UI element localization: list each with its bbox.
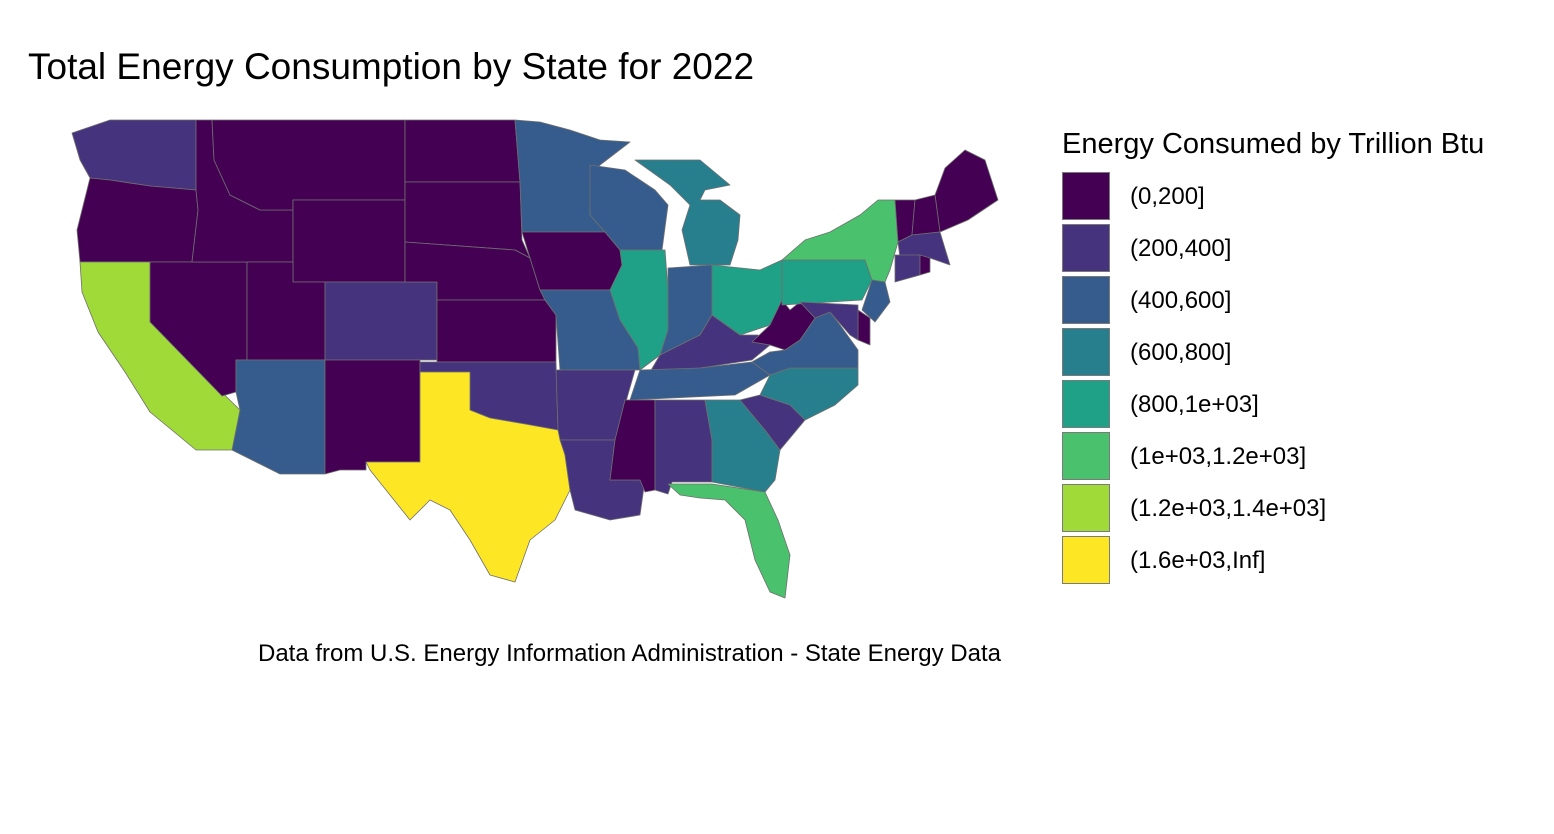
legend-item: (400,600] [1062, 276, 1552, 328]
state-NM[interactable] [324, 359, 421, 475]
state-ND[interactable] [404, 119, 521, 183]
legend-label: (1e+03,1.2e+03] [1130, 443, 1307, 470]
legend-label: (0,200] [1130, 183, 1205, 210]
legend-item: (1.2e+03,1.4e+03] [1062, 484, 1552, 536]
legend-swatch [1062, 380, 1110, 428]
state-RI[interactable] [919, 254, 931, 276]
legend-item: (200,400] [1062, 224, 1552, 276]
state-KS[interactable] [436, 299, 557, 363]
state-NJ[interactable] [861, 279, 891, 323]
legend-item: (800,1e+03] [1062, 380, 1552, 432]
map-title: Total Energy Consumption by State for 20… [28, 46, 755, 87]
state-TX[interactable] [365, 371, 571, 583]
legend-label: (600,800] [1130, 339, 1232, 366]
state-CO[interactable] [324, 281, 438, 361]
legend-label: (800,1e+03] [1130, 391, 1259, 418]
map-caption: Data from U.S. Energy Information Admini… [258, 640, 1001, 667]
state-IA[interactable] [521, 231, 623, 291]
legend-label: (1.2e+03,1.4e+03] [1130, 495, 1327, 522]
legend-item: (600,800] [1062, 328, 1552, 380]
state-PA[interactable] [781, 259, 873, 306]
legend-item: (0,200] [1062, 172, 1552, 224]
legend-item: (1e+03,1.2e+03] [1062, 432, 1552, 484]
state-MT[interactable] [211, 119, 406, 211]
legend-title: Energy Consumed by Trillion Btu [1062, 128, 1485, 160]
legend-swatch [1062, 276, 1110, 324]
legend-swatch [1062, 484, 1110, 532]
state-FL[interactable] [667, 483, 791, 599]
state-WY[interactable] [292, 199, 406, 283]
legend-swatch [1062, 432, 1110, 480]
legend-label: (1.6e+03,Inf] [1130, 547, 1266, 574]
state-OR[interactable] [76, 177, 199, 263]
legend-label: (400,600] [1130, 287, 1232, 314]
legend-swatch [1062, 536, 1110, 584]
legend-label: (200,400] [1130, 235, 1232, 262]
state-ME[interactable] [934, 149, 999, 233]
legend-swatch [1062, 328, 1110, 376]
choropleth-map [71, 119, 999, 599]
state-MI[interactable] [634, 159, 741, 266]
legend-swatch [1062, 172, 1110, 220]
state-NH[interactable] [911, 194, 941, 236]
state-AL[interactable] [654, 399, 713, 495]
legend-swatch [1062, 224, 1110, 272]
state-AZ[interactable] [231, 359, 326, 475]
state-CT[interactable] [894, 254, 921, 283]
legend: Energy Consumed by Trillion Btu (0,200] … [1062, 124, 1552, 588]
legend-item: (1.6e+03,Inf] [1062, 536, 1552, 588]
state-MD[interactable] [799, 301, 859, 341]
